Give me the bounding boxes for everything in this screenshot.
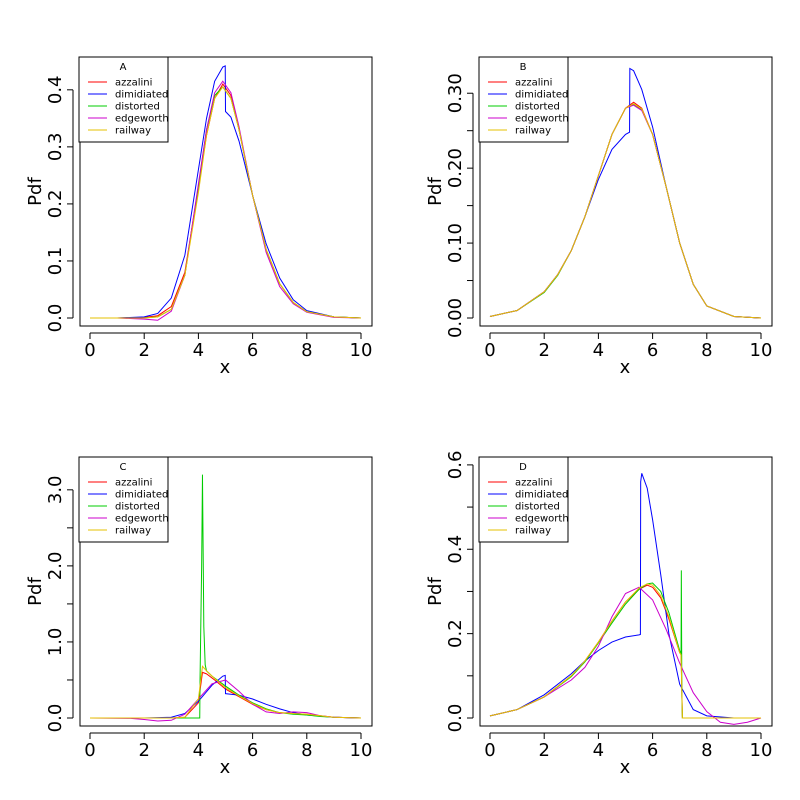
legend-label-edgeworth: edgeworth <box>515 514 569 525</box>
legend-label-dimidiated: dimidiated <box>515 490 568 501</box>
legend-box <box>478 456 569 543</box>
x-tick-label: 8 <box>301 740 312 761</box>
y-tick-label: 0.10 <box>445 223 466 263</box>
y-tick-label: 0.6 <box>445 451 466 480</box>
legend-box <box>78 456 169 543</box>
legend-label-railway: railway <box>115 126 151 137</box>
series-line-railway <box>90 665 362 719</box>
x-tick-label: 2 <box>138 340 149 361</box>
legend-title: A <box>120 62 127 73</box>
x-axis-title: x <box>620 757 631 778</box>
x-tick-label: 10 <box>350 340 373 361</box>
x-tick-label: 6 <box>247 340 258 361</box>
x-tick-label: 2 <box>538 740 549 761</box>
y-tick-label: 0.30 <box>445 73 466 113</box>
x-tick-label: 0 <box>84 740 95 761</box>
y-tick-label: 0.0 <box>445 704 466 733</box>
x-tick-label: 6 <box>247 740 258 761</box>
legend-label-edgeworth: edgeworth <box>515 114 569 125</box>
legend-title: B <box>520 62 527 73</box>
legend-label-railway: railway <box>115 526 151 537</box>
panel-B: 0 2 4 6 8 10 0.00 0.10 0.20 0.30 x Pdf Bazzalinidimi… <box>425 56 773 378</box>
legend-label-distorted: distorted <box>515 102 560 113</box>
series-line-dimidiated <box>90 65 362 319</box>
y-tick-label: 0.4 <box>45 75 66 104</box>
y-axis-title: Pdf <box>25 177 46 206</box>
y-tick-label: 0.1 <box>45 247 66 276</box>
y-tick-label: 3.0 <box>45 475 66 504</box>
x-axis-title: x <box>220 757 231 778</box>
y-tick-label: 0.2 <box>45 190 66 219</box>
x-tick-label: 10 <box>750 340 773 361</box>
series-line-edgeworth <box>89 679 362 722</box>
plot-frame <box>479 56 773 327</box>
panel-A: 0 2 4 6 8 10 0.0 0.1 0.2 0.3 0.4 x Pdf Aazzalinidimid… <box>25 56 373 378</box>
x-tick-label: 0 <box>84 340 95 361</box>
legend-box <box>78 56 169 143</box>
y-tick-label: 0.4 <box>445 535 466 564</box>
x-tick-label: 8 <box>701 340 712 361</box>
legend-label-azzalini: azzalini <box>115 478 152 489</box>
y-tick-label: 0.0 <box>45 704 66 733</box>
x-tick-label: 6 <box>647 340 658 361</box>
x-tick-label: 10 <box>350 740 373 761</box>
plot-frame <box>79 56 373 327</box>
y-tick-label: 0.20 <box>445 148 466 188</box>
series-line-edgeworth <box>90 80 362 321</box>
panel-C: 0 2 4 6 8 10 0.0 1.0 2.0 3.0 x Pdf Cazzalinidimidiat… <box>25 456 373 778</box>
y-axis-title: Pdf <box>25 577 46 606</box>
y-tick-label: 0.00 <box>445 298 466 338</box>
x-axis-title: x <box>220 357 231 378</box>
series-line-dimidiated <box>489 473 761 719</box>
x-tick-label: 0 <box>484 740 495 761</box>
series-line-distorted <box>489 570 761 719</box>
legend-box <box>478 56 569 143</box>
x-tick-label: 8 <box>301 340 312 361</box>
plot-frame <box>79 456 373 727</box>
legend-label-azzalini: azzalini <box>515 78 552 89</box>
legend-label-edgeworth: edgeworth <box>115 114 169 125</box>
x-tick-label: 2 <box>138 740 149 761</box>
x-tick-label: 2 <box>538 340 549 361</box>
legend-label-distorted: distorted <box>115 502 160 513</box>
x-axis-title: x <box>620 357 631 378</box>
legend-label-distorted: distorted <box>115 102 160 113</box>
series-line-railway <box>90 86 362 319</box>
legend-label-azzalini: azzalini <box>515 478 552 489</box>
series-line-distorted <box>90 474 362 719</box>
legend-label-edgeworth: edgeworth <box>115 514 169 525</box>
x-tick-label: 4 <box>593 740 604 761</box>
y-tick-label: 2.0 <box>45 552 66 581</box>
x-tick-label: 0 <box>484 340 495 361</box>
y-axis-title: Pdf <box>425 577 446 606</box>
x-tick-label: 8 <box>701 740 712 761</box>
legend-title: D <box>519 462 527 473</box>
panel-D: 0 2 4 6 8 10 0.0 0.2 0.4 0.6 x Pdf Dazzalinidimidiat… <box>425 451 773 778</box>
legend-label-distorted: distorted <box>515 502 560 513</box>
x-tick-label: 4 <box>193 340 204 361</box>
legend-label-dimidiated: dimidiated <box>115 90 168 101</box>
y-tick-label: 0.2 <box>445 619 466 648</box>
x-tick-label: 4 <box>593 340 604 361</box>
legend-title: C <box>120 462 127 473</box>
series-line-railway <box>489 583 761 719</box>
x-tick-label: 10 <box>750 740 773 761</box>
series-line-azzalini <box>489 584 761 719</box>
x-tick-label: 4 <box>193 740 204 761</box>
series-line-railway <box>489 103 762 319</box>
x-tick-label: 6 <box>647 740 658 761</box>
series-line-dimidiated <box>90 674 362 719</box>
series-line-edgeworth <box>489 586 762 725</box>
legend-label-azzalini: azzalini <box>115 78 152 89</box>
legend-label-railway: railway <box>515 126 551 137</box>
legend-label-dimidiated: dimidiated <box>115 490 168 501</box>
plot-frame <box>479 456 773 727</box>
legend-label-railway: railway <box>515 526 551 537</box>
y-tick-label: 0.0 <box>45 304 66 333</box>
y-tick-label: 1.0 <box>45 628 66 657</box>
y-tick-label: 0.3 <box>45 133 66 162</box>
y-axis-title: Pdf <box>425 177 446 206</box>
legend-label-dimidiated: dimidiated <box>515 90 568 101</box>
